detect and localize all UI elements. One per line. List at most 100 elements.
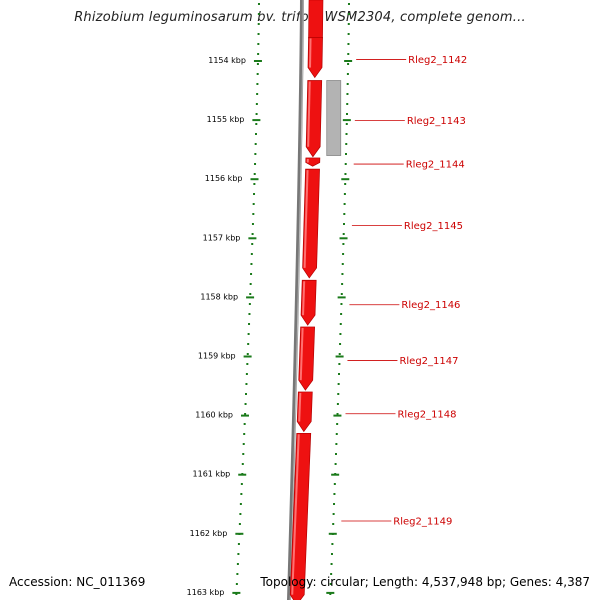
grid-dot-right	[330, 563, 333, 565]
grid-dot-left	[257, 13, 260, 15]
axis-tick-mark	[232, 591, 241, 594]
grid-dot-left	[248, 323, 251, 325]
gene-arrow-rleg2_1148[interactable]	[296, 391, 313, 433]
grid-dot-right	[345, 123, 348, 125]
grid-dot-right	[343, 223, 346, 225]
grid-dot-left	[242, 443, 245, 445]
grid-dot-right	[347, 33, 350, 35]
axis-tick-mark-right	[333, 414, 342, 417]
grid-dot-left	[237, 543, 240, 545]
grid-dot-left	[241, 463, 244, 465]
grid-dot-right	[345, 133, 348, 135]
grid-dot-right	[346, 83, 349, 85]
grid-dot-right	[341, 263, 344, 265]
grid-dot-left	[243, 423, 246, 425]
axis-tick-label: 1155 kbp	[207, 115, 245, 124]
gene-labels[interactable]: Rleg2_1142 Rleg2_1143 Rleg2_1144 Rleg2_1145…	[341, 55, 467, 528]
gene-arrow-rleg2_1142[interactable]	[307, 37, 323, 79]
gene-label-rleg2_1145[interactable]: Rleg2_1145	[404, 221, 463, 232]
grid-dot-right	[334, 463, 337, 465]
grid-dot-left	[247, 333, 250, 335]
gene-label-rleg2_1149[interactable]: Rleg2_1149	[393, 517, 452, 528]
grid-dot-left	[253, 183, 256, 185]
grid-dot-left	[235, 593, 238, 595]
axis-tick-mark	[246, 296, 255, 299]
grid-dot-left	[254, 133, 257, 135]
grid-dot-right	[347, 3, 350, 5]
grid-dot-right	[346, 113, 349, 115]
grid-dot-left	[236, 573, 239, 575]
grid-dot-right	[341, 283, 344, 285]
gene-label-rleg2_1143[interactable]: Rleg2_1143	[407, 116, 466, 127]
grid-dot-right	[343, 203, 346, 205]
gene-shine	[291, 434, 300, 595]
grid-dot-left	[240, 483, 243, 485]
grid-dot-right	[329, 593, 332, 595]
axis-ticks: 1154 kbp 1155 kbp 1156 kbp 1157 kbp 1158 kbp…	[187, 56, 353, 597]
pseudogene-box	[326, 80, 342, 156]
axis-tick-mark-right	[339, 237, 348, 240]
grid-dot-left	[245, 393, 248, 395]
grid-dot-right	[337, 373, 340, 375]
grid-dot-right	[341, 273, 344, 275]
grid-dot-right	[339, 343, 342, 345]
grid-dot-right	[347, 43, 350, 45]
grid-dot-left	[257, 53, 260, 55]
grid-dot-right	[345, 143, 348, 145]
grid-dot-left	[239, 513, 242, 515]
gene-label-rleg2_1146[interactable]: Rleg2_1146	[401, 300, 460, 311]
grid-dot-right	[333, 483, 336, 485]
axis-tick-label: 1161 kbp	[193, 470, 231, 479]
grid-dot-left	[235, 583, 238, 585]
grid-dot-right	[333, 503, 336, 505]
grid-dot-right	[339, 323, 342, 325]
grid-dot-left	[254, 153, 257, 155]
grid-dot-right	[344, 163, 347, 165]
grid-dot-left	[257, 33, 260, 35]
axis-tick-label: 1158 kbp	[200, 292, 238, 301]
gene-shine	[303, 170, 309, 268]
axis-tick-label: 1163 kbp	[187, 588, 225, 597]
grid-dot-right	[330, 553, 333, 555]
grid-dot-left	[251, 233, 254, 235]
gene-arrow-rleg2_1144[interactable]	[305, 157, 321, 167]
grid-dot-right	[332, 523, 335, 525]
grid-dot-left	[256, 63, 259, 65]
grid-dot-left	[257, 3, 260, 5]
axis-tick-label: 1160 kbp	[195, 411, 233, 420]
axis-tick-mark-right	[326, 591, 335, 594]
axis-tick-mark	[252, 119, 261, 122]
grid-dot-right	[346, 103, 349, 105]
grid-dot-left	[248, 313, 251, 315]
accession-text: Accession: NC_011369	[9, 575, 146, 589]
gene-label-rleg2_1148[interactable]: Rleg2_1148	[397, 409, 456, 420]
axis-tick-mark	[243, 355, 252, 358]
grid-dot-right	[344, 173, 347, 175]
grid-dot-left	[244, 413, 247, 415]
gene-label-rleg2_1144[interactable]: Rleg2_1144	[406, 160, 465, 171]
grid-dot-right	[332, 513, 335, 515]
grid-dot-right	[335, 443, 338, 445]
grid-dot-left	[257, 23, 260, 25]
grid-dot-left	[251, 243, 254, 245]
gene-track[interactable]	[289, 0, 324, 600]
gene-label-rleg2_1142[interactable]: Rleg2_1142	[408, 55, 467, 66]
grid-dot-left	[249, 283, 252, 285]
gene-shine	[302, 281, 306, 316]
grid-dot-left	[250, 263, 253, 265]
axis-tick-mark	[240, 414, 249, 417]
axis-tick-mark	[248, 237, 257, 240]
grid-dot-right	[337, 383, 340, 385]
grid-dot-left	[254, 143, 257, 145]
grid-dot-right	[344, 183, 347, 185]
grid-dot-left	[250, 273, 253, 275]
grid-dot-left	[256, 83, 259, 85]
gene-label-rleg2_1147[interactable]: Rleg2_1147	[399, 356, 458, 367]
backbone-line	[287, 0, 304, 600]
grid-dot-left	[253, 193, 256, 195]
grid-dot-left	[244, 403, 247, 405]
grid-dot-right	[346, 73, 349, 75]
axis-tick-mark-right	[341, 178, 350, 181]
grid-dot-left	[249, 293, 252, 295]
grid-dot-left	[255, 123, 258, 125]
